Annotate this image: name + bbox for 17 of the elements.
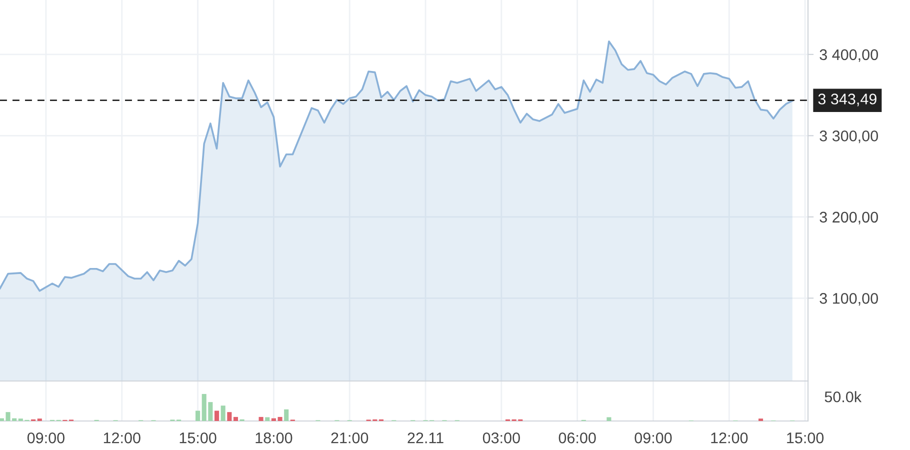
y-tick-label: 3 400,00 bbox=[820, 49, 878, 62]
ref-line-label: 3 343,49 bbox=[818, 94, 876, 106]
y-tick-label: 3 200,00 bbox=[820, 212, 878, 224]
x-tick-label: 18:00 bbox=[256, 432, 292, 444]
text: 50.0k bbox=[824, 391, 862, 402]
x-tick-label: 09:00 bbox=[27, 432, 64, 444]
y-tick-label: 3 100,00 bbox=[820, 293, 878, 306]
x-tick-label: 22.11 bbox=[408, 432, 444, 444]
x-tick-label: 03:00 bbox=[482, 432, 520, 444]
x-tick-label: 09:00 bbox=[634, 432, 672, 444]
x-tick-label: 15:00 bbox=[180, 432, 216, 444]
x-tick-label: 12:00 bbox=[711, 432, 748, 444]
x-tick-label: 12:00 bbox=[104, 432, 140, 444]
x-tick-label: 21:00 bbox=[331, 432, 368, 444]
x-tick-label: 15:00 bbox=[787, 432, 824, 444]
y-tick-label: 3 300,00 bbox=[820, 130, 878, 144]
x-tick-label: 06:00 bbox=[558, 432, 596, 444]
